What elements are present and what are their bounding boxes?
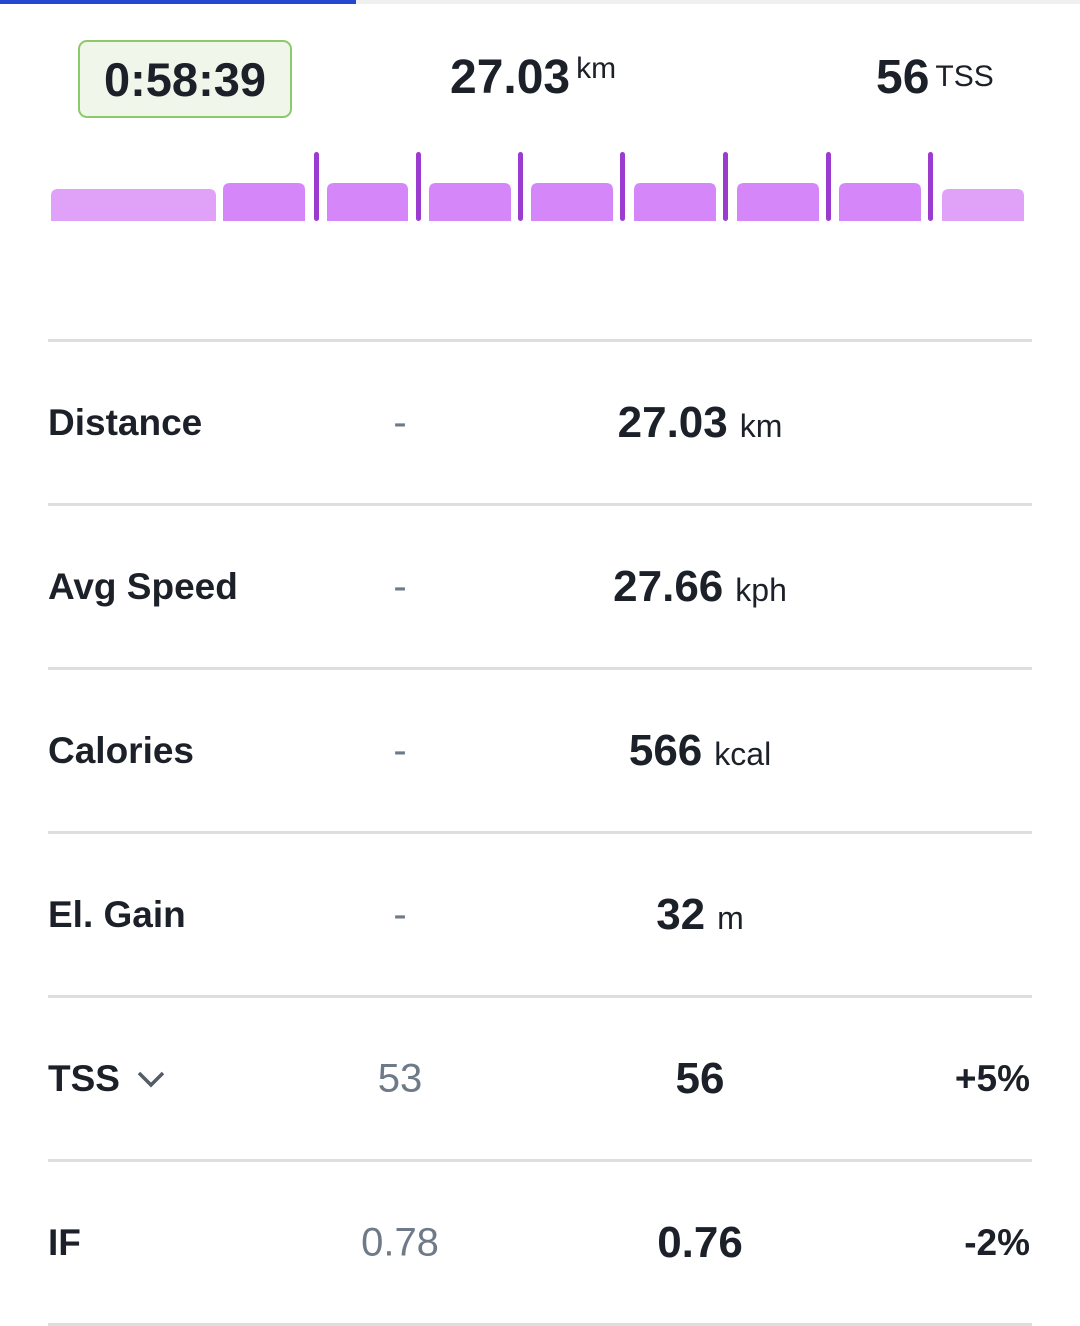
metric-label: IF [48,1222,81,1264]
tss-unit: TSS [935,60,994,93]
interval-segment [429,183,511,221]
distance-unit: km [576,52,617,85]
metrics-table: Distance - 27.03 km Avg Speed - 27.66 kph … [48,339,1032,1326]
actual-number: 566 [628,725,703,775]
interval-marker [518,152,523,221]
interval-segment [634,183,716,221]
planned-text: - [393,400,407,444]
progress-fill [0,0,357,4]
actual-number: 32 [656,889,706,939]
actual-number: 0.76 [657,1217,743,1267]
metric-row: Calories - 566 kcal [48,667,1032,831]
actual-unit: kph [735,571,787,608]
metric-label-text: El. Gain [48,893,186,935]
metric-label-text: IF [48,1221,81,1263]
workout-interval-chart [51,152,1024,221]
planned-text: - [393,728,407,772]
interval-segment [327,183,408,221]
interval-segment [531,183,613,221]
interval-segment [942,189,1024,221]
metric-row: TSS 53 56 +5% [48,995,1032,1159]
planned-text: - [393,892,407,936]
actual-number: 27.03 [617,397,728,447]
planned-text: 53 [377,1056,423,1100]
interval-segment [839,183,921,221]
actual-unit: kcal [714,735,772,772]
interval-marker [826,152,831,221]
metric-row: Distance - 27.03 km [48,339,1032,503]
interval-marker [416,152,421,221]
metric-row: Avg Speed - 27.66 kph [48,503,1032,667]
interval-marker [620,152,625,221]
metric-label-text: Calories [48,729,195,771]
interval-segment [737,183,819,221]
distance-summary: 27.03 km [450,40,616,114]
metric-label-text: Distance [48,401,203,443]
planned-text: 0.78 [361,1220,439,1264]
chevron-down-icon[interactable] [136,1069,166,1089]
metric-label[interactable]: TSS [48,1058,166,1100]
actual-unit: km [739,407,783,444]
metric-row: IF 0.78 0.76 -2% [48,1159,1032,1326]
metric-label: El. Gain [48,894,186,936]
interval-segment [223,183,305,221]
metric-label: Calories [48,730,194,772]
planned-text: - [393,564,407,608]
duration-value: 0:58:39 [104,52,266,106]
interval-marker [928,152,933,221]
metric-label: Distance [48,402,202,444]
progress-bar [0,0,1080,4]
actual-unit: m [717,899,744,936]
interval-marker [314,152,319,221]
duration-badge: 0:58:39 [78,40,292,118]
metric-label: Avg Speed [48,566,238,608]
metric-label-text: TSS [48,1057,120,1099]
tss-value: 56 [876,50,930,104]
interval-marker [723,152,728,221]
actual-number: 56 [675,1053,725,1103]
metric-row: El. Gain - 32 m [48,831,1032,995]
metric-label-text: Avg Speed [48,565,238,607]
distance-value: 27.03 [450,50,571,104]
tss-summary: 56 TSS [876,40,994,114]
delta-percent: +5% [954,1057,1030,1099]
interval-segment [51,189,216,221]
actual-number: 27.66 [613,561,724,611]
delta-percent: -2% [964,1221,1030,1263]
